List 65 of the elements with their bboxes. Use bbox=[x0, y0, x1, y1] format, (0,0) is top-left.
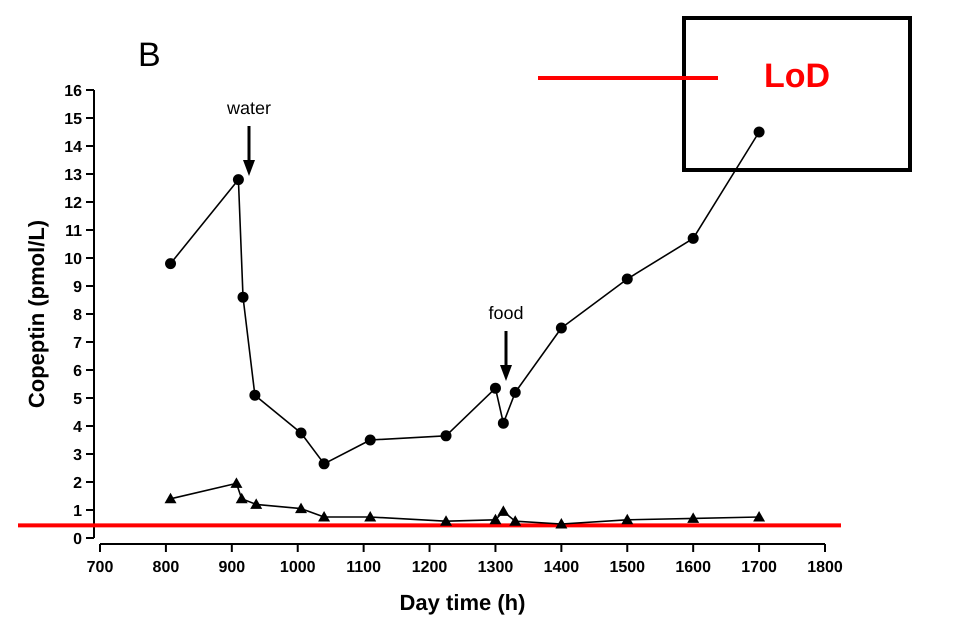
point bbox=[236, 492, 248, 504]
x-tick-label: 1200 bbox=[412, 559, 448, 576]
y-tick-label: 16 bbox=[64, 83, 82, 100]
point bbox=[238, 292, 249, 303]
y-tick-label: 4 bbox=[73, 419, 82, 436]
y-tick-label: 13 bbox=[64, 167, 82, 184]
point bbox=[296, 428, 307, 438]
y-tick-label: 14 bbox=[64, 139, 82, 156]
y-tick-label: 15 bbox=[64, 111, 82, 128]
point bbox=[510, 386, 521, 398]
y-tick-label: 0 bbox=[73, 531, 82, 548]
point bbox=[489, 514, 502, 524]
point bbox=[364, 511, 376, 522]
point bbox=[490, 382, 501, 394]
y-tick-label: 9 bbox=[73, 279, 82, 296]
point bbox=[318, 511, 330, 522]
x-axis-title: Day time (h) bbox=[400, 590, 526, 615]
x-tick-label: 1500 bbox=[609, 559, 646, 576]
point bbox=[249, 390, 260, 401]
point bbox=[232, 174, 244, 186]
point bbox=[621, 514, 634, 524]
y-tick-label: 3 bbox=[73, 447, 82, 464]
y-axis-title: Copeptin (pmol/L) bbox=[24, 220, 49, 408]
point bbox=[753, 511, 766, 522]
point bbox=[295, 502, 308, 514]
point bbox=[165, 258, 176, 270]
point bbox=[498, 418, 509, 429]
x-tick-label: 900 bbox=[218, 559, 246, 576]
x-tick-label: 1100 bbox=[346, 559, 382, 576]
point bbox=[230, 477, 242, 488]
point bbox=[754, 126, 765, 138]
annotation: food bbox=[488, 303, 524, 323]
y-tick-label: 5 bbox=[73, 391, 82, 408]
x-tick-label: 1800 bbox=[807, 559, 843, 576]
x-tick-label: 1000 bbox=[280, 559, 316, 576]
x-tick-label: 1300 bbox=[478, 559, 514, 576]
y-tick-label: 11 bbox=[65, 223, 82, 240]
point bbox=[622, 274, 633, 284]
y-tick-label: 1 bbox=[73, 503, 82, 520]
point bbox=[556, 322, 567, 334]
y-tick-label: 12 bbox=[64, 195, 82, 212]
x-tick-label: 1600 bbox=[675, 559, 712, 576]
chart-title: B bbox=[138, 36, 161, 74]
ref-line-label: LoD bbox=[764, 56, 830, 95]
point bbox=[318, 458, 330, 470]
y-tick-label: 7 bbox=[73, 335, 82, 352]
point bbox=[688, 232, 699, 244]
point bbox=[497, 505, 510, 516]
point bbox=[364, 434, 376, 446]
y-tick-label: 6 bbox=[73, 363, 82, 380]
x-tick-label: 1700 bbox=[741, 559, 777, 576]
point bbox=[250, 498, 262, 509]
point bbox=[687, 512, 700, 523]
point bbox=[164, 492, 177, 504]
point bbox=[440, 430, 452, 442]
x-tick-label: 1400 bbox=[544, 559, 580, 576]
point bbox=[555, 518, 568, 528]
annotation: water bbox=[226, 98, 272, 118]
point bbox=[509, 515, 522, 526]
x-tick-label: 800 bbox=[152, 559, 180, 576]
y-tick-label: 10 bbox=[64, 251, 82, 268]
y-tick-label: 2 bbox=[73, 475, 82, 492]
point bbox=[440, 515, 452, 526]
y-tick-label: 8 bbox=[73, 307, 82, 324]
x-tick-label: 700 bbox=[86, 559, 114, 576]
